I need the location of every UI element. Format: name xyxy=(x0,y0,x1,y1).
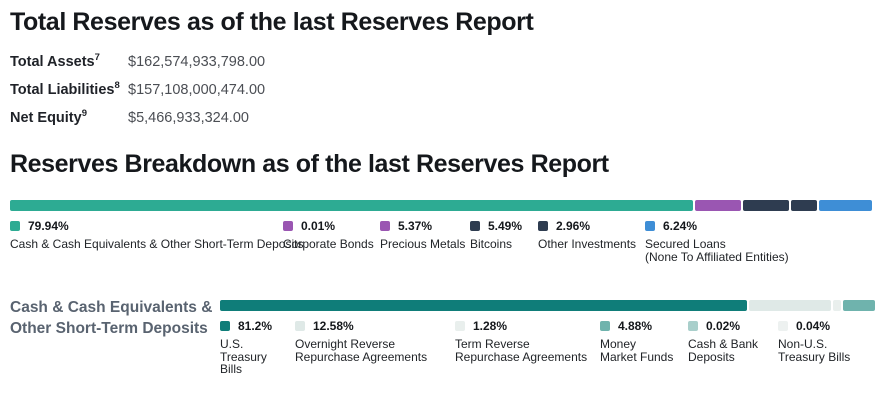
legend-item-corporate-bonds: 0.01% Corporate Bonds xyxy=(283,219,380,251)
legend-item-head: 81.2% xyxy=(220,319,283,333)
bar-segment-secured-loans xyxy=(818,200,873,211)
legend-label: Corporate Bonds xyxy=(283,237,374,251)
legend-item-secured-loans: 6.24% Secured Loans (None To Affiliated En… xyxy=(645,219,896,264)
legend-item-precious-metals: 5.37% Precious Metals xyxy=(380,219,470,251)
total-assets-label-text: Total Assets xyxy=(10,53,95,70)
legend-item-head: 2.96% xyxy=(538,219,645,233)
legend-item-head: 1.28% xyxy=(455,319,588,333)
legend-swatch-corporate-bonds xyxy=(283,221,293,231)
legend-label: Cash & Cash Equivalents & Other Short-Te… xyxy=(10,237,304,251)
legend-label: Overnight Reverse Repurchase Agreements xyxy=(295,337,428,364)
legend-item-head: 0.04% xyxy=(778,319,861,333)
legend-percent: 79.94% xyxy=(28,219,69,233)
legend-percent: 1.28% xyxy=(473,319,508,333)
cash-equivalents-chart-area: 81.2% U.S. Treasury Bills 12.58% Overnight … xyxy=(220,295,875,376)
cash-equivalents-legend: 81.2% U.S. Treasury Bills 12.58% Overnight … xyxy=(220,319,875,376)
legend-label: Non-U.S. Treasury Bills xyxy=(778,337,851,364)
legend-percent: 5.37% xyxy=(398,219,433,233)
legend-item-u-s-treasury-bills: 81.2% U.S. Treasury Bills xyxy=(220,319,295,376)
legend-swatch-overnight-reverse-repurchase-agreements xyxy=(295,321,305,331)
stat-row-total-assets: Total Assets7 $162,574,933,798.00 xyxy=(10,52,266,80)
footnote-marker-7: 7 xyxy=(94,52,100,63)
totals-stats: Total Assets7 $162,574,933,798.00 Total … xyxy=(10,52,266,136)
legend-percent: 81.2% xyxy=(238,319,273,333)
legend-percent: 0.01% xyxy=(301,219,336,233)
legend-swatch-u-s-treasury-bills xyxy=(220,321,230,331)
total-reserves-title: Total Reserves as of the last Reserves R… xyxy=(10,8,534,36)
legend-percent: 6.24% xyxy=(663,219,698,233)
sub-label-line1: Cash & Cash Equivalents & xyxy=(10,299,213,316)
legend-item-non-u-s-treasury-bills: 0.04% Non-U.S. Treasury Bills xyxy=(778,319,873,364)
stat-row-net-equity: Net Equity9 $5,466,933,324.00 xyxy=(10,108,249,136)
legend-swatch-cash-bank-deposits xyxy=(688,321,698,331)
legend-label: Term Reverse Repurchase Agreements xyxy=(455,337,588,364)
legend-swatch-cash-cash-equivalents-other-short-term-d xyxy=(10,221,20,231)
legend-item-term-reverse-repurchase-agreements: 1.28% Term Reverse Repurchase Agreements xyxy=(455,319,600,364)
legend-sublabel: (None To Affiliated Entities) xyxy=(645,249,789,264)
footnote-marker-9: 9 xyxy=(81,108,87,119)
legend-label: Money Market Funds xyxy=(600,337,674,364)
bar-segment-money-market-funds xyxy=(843,300,875,311)
legend-percent: 4.88% xyxy=(618,319,653,333)
legend-swatch-money-market-funds xyxy=(600,321,610,331)
total-liabilities-value: $157,108,000,474.00 xyxy=(128,81,266,98)
sub-label-line2: Other Short-Term Deposits xyxy=(10,320,208,337)
legend-label: Bitcoins xyxy=(470,237,513,251)
legend-item-head: 6.24% xyxy=(645,219,896,233)
legend-item-head: 79.94% xyxy=(10,219,283,233)
bar-segment-overnight-reverse-repurchase-agreements xyxy=(749,300,831,311)
legend-item-cash-cash-equivalents-other-short-term-d: 79.94% Cash & Cash Equivalents & Other Sh… xyxy=(10,219,304,251)
legend-swatch-non-u-s-treasury-bills xyxy=(778,321,788,331)
footnote-marker-8: 8 xyxy=(114,80,120,91)
cash-equivalents-stacked-bar xyxy=(220,300,875,311)
bar-segment-other-investments xyxy=(791,200,817,211)
cash-equivalents-subsection: Cash & Cash Equivalents & Other Short-Te… xyxy=(10,295,896,376)
net-equity-label-text: Net Equity xyxy=(10,109,82,126)
bar-segment-u-s-treasury-bills xyxy=(220,300,748,311)
legend-swatch-bitcoins xyxy=(470,221,480,231)
legend-item-money-market-funds: 4.88% Money Market Funds xyxy=(600,319,688,364)
legend-percent: 0.04% xyxy=(796,319,831,333)
legend-item-bitcoins: 5.49% Bitcoins xyxy=(470,219,538,251)
net-equity-label: Net Equity9 xyxy=(10,108,128,126)
legend-label: Other Investments xyxy=(538,237,637,251)
legend-label: Secured Loans xyxy=(645,237,726,251)
legend-percent: 5.49% xyxy=(488,219,523,233)
total-assets-label: Total Assets7 xyxy=(10,52,128,70)
reserves-breakdown-legend: 79.94% Cash & Cash Equivalents & Other Sh… xyxy=(10,219,896,264)
legend-label: Cash & Bank Deposits xyxy=(688,337,759,364)
legend-swatch-other-investments xyxy=(538,221,548,231)
reserves-breakdown-stacked-bar xyxy=(10,200,873,211)
bar-segment-term-reverse-repurchase-agreements xyxy=(832,300,842,311)
legend-item-head: 0.02% xyxy=(688,319,766,333)
legend-item-overnight-reverse-repurchase-agreements: 12.58% Overnight Reverse Repurchase Agree… xyxy=(295,319,455,364)
stat-row-total-liabilities: Total Liabilities8 $157,108,000,474.00 xyxy=(10,80,266,108)
total-liabilities-label: Total Liabilities8 xyxy=(10,80,128,98)
legend-swatch-precious-metals xyxy=(380,221,390,231)
cash-equivalents-subsection-label: Cash & Cash Equivalents & Other Short-Te… xyxy=(10,295,220,376)
legend-item-head: 5.37% xyxy=(380,219,470,233)
legend-swatch-secured-loans xyxy=(645,221,655,231)
legend-item-head: 4.88% xyxy=(600,319,676,333)
legend-swatch-term-reverse-repurchase-agreements xyxy=(455,321,465,331)
bar-segment-cash-cash-equivalents-other-short-term-d xyxy=(10,200,693,211)
total-assets-value: $162,574,933,798.00 xyxy=(128,53,266,70)
legend-item-head: 5.49% xyxy=(470,219,538,233)
reserves-breakdown-title: Reserves Breakdown as of the last Reserv… xyxy=(10,150,609,178)
legend-item-head: 0.01% xyxy=(283,219,380,233)
legend-percent: 2.96% xyxy=(556,219,591,233)
bar-segment-precious-metals xyxy=(694,200,741,211)
legend-item-other-investments: 2.96% Other Investments xyxy=(538,219,645,251)
legend-item-cash-bank-deposits: 0.02% Cash & Bank Deposits xyxy=(688,319,778,364)
bar-segment-bitcoins xyxy=(742,200,790,211)
net-equity-value: $5,466,933,324.00 xyxy=(128,109,249,126)
legend-percent: 0.02% xyxy=(706,319,741,333)
total-liabilities-label-text: Total Liabilities xyxy=(10,81,115,98)
legend-percent: 12.58% xyxy=(313,319,354,333)
legend-item-head: 12.58% xyxy=(295,319,443,333)
legend-label: Precious Metals xyxy=(380,237,466,251)
legend-label: U.S. Treasury Bills xyxy=(220,337,267,376)
